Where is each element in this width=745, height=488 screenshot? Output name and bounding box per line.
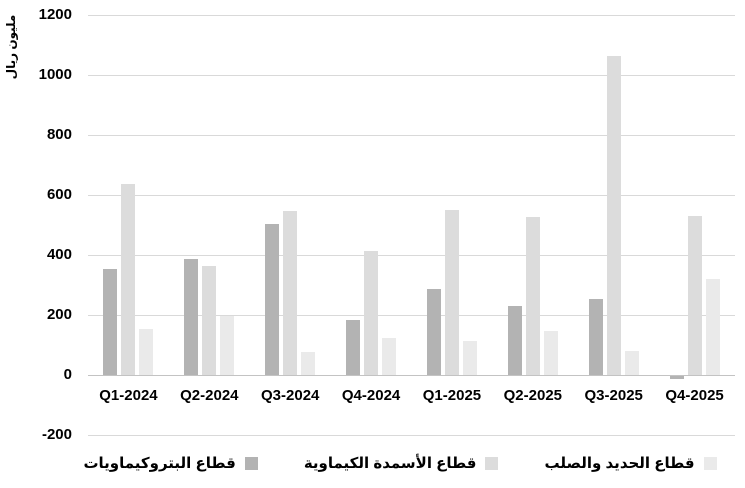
y-tick-label--200: -200 (41, 426, 72, 443)
legend-label-series2: قطاع الأسمدة الكيماوية (303, 455, 477, 472)
bar-series2-Q4-2025 (687, 215, 702, 375)
y-tick-label-1200: 1200 (38, 6, 72, 23)
bar-series1-Q3-2024 (265, 223, 280, 375)
bar-series2-Q3-2025 (606, 56, 621, 375)
legend-label-series3: قطاع الحديد والصلب (544, 455, 695, 472)
gridline-400 (88, 255, 735, 256)
x-tick-label-Q2-2024: Q2-2024 (180, 387, 239, 404)
y-tick-label-400: 400 (46, 246, 72, 263)
bar-series1-Q1-2024 (103, 269, 118, 375)
x-tick-label-Q1-2024: Q1-2024 (99, 387, 158, 404)
bar-series2-Q2-2024 (202, 265, 217, 375)
x-tick-label-Q4-2025: Q4-2025 (665, 387, 724, 404)
bar-series2-Q3-2024 (283, 210, 298, 375)
y-tick-label-800: 800 (46, 126, 72, 143)
bar-series2-Q4-2024 (364, 250, 379, 375)
bar-series3-Q3-2024 (301, 352, 316, 375)
legend-swatch-icon (244, 456, 258, 470)
bar-series2-Q1-2025 (444, 210, 459, 375)
zero-axis-line (88, 375, 735, 376)
legend-entry-series1: قطاع البتروكيماويات (83, 454, 258, 472)
gridline-200 (88, 315, 735, 316)
bar-series3-Q1-2024 (139, 328, 154, 375)
legend-swatch-icon (485, 456, 499, 470)
bar-series3-Q2-2024 (220, 315, 235, 375)
x-tick-label-Q1-2025: Q1-2025 (422, 387, 482, 404)
bar-series1-Q3-2025 (588, 299, 603, 375)
x-tick-label-Q3-2024: Q3-2024 (261, 387, 320, 404)
gridline-800 (88, 135, 735, 136)
plot-area: 1200 1000 800 600 400 200 0 -200 Q1-2024 Q2-2024 Q… (39, 6, 735, 443)
bar-series3-Q3-2025 (624, 351, 639, 375)
bar-series2-Q2-2025 (525, 216, 540, 375)
y-tick-label-200: 200 (46, 306, 72, 323)
legend-label-series1: قطاع البتروكيماويات (83, 455, 236, 472)
legend-entry-series3: قطاع الحديد والصلب (544, 454, 717, 472)
bar-series3-Q1-2025 (462, 340, 477, 375)
bar-series1-Q2-2024 (184, 258, 199, 375)
bar-series3-Q2-2025 (543, 330, 558, 375)
y-tick-label-0: 0 (63, 366, 72, 383)
legend-entry-series2: قطاع الأسمدة الكيماوية (304, 454, 499, 472)
bar-series1-Q4-2025 (669, 376, 684, 379)
x-tick-label-Q2-2025: Q2-2025 (503, 387, 562, 404)
y-tick-label-1000: 1000 (38, 66, 72, 83)
bar-series1-Q4-2024 (346, 320, 361, 375)
bar-series3-Q4-2025 (705, 279, 720, 375)
x-tick-label-Q4-2024: Q4-2024 (341, 387, 401, 404)
legend: قطاع البتروكيماويات قطاع الأسمدة الكيماوي… (55, 450, 745, 476)
bar-series1-Q2-2025 (507, 306, 522, 375)
gridline-1000 (88, 75, 735, 76)
bar-series3-Q4-2024 (382, 337, 397, 375)
bar-series2-Q1-2024 (121, 183, 136, 375)
gridline-1200 (88, 15, 735, 16)
gridline--200 (88, 435, 735, 436)
legend-swatch-icon (703, 456, 717, 470)
x-tick-label-Q3-2025: Q3-2025 (584, 387, 643, 404)
y-tick-label-600: 600 (46, 186, 72, 203)
gridline-600 (88, 195, 735, 196)
bar-series1-Q1-2025 (426, 289, 441, 375)
